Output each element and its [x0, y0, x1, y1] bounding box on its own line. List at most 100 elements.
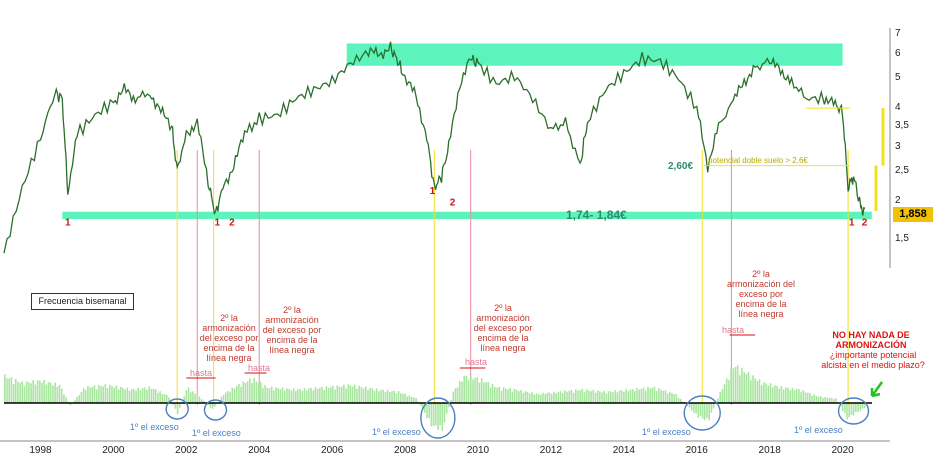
osc-bar [544, 394, 546, 403]
double-bottom-label: potencial doble suelo > 2,6€ [708, 156, 808, 165]
osc-bar [367, 390, 369, 403]
osc-bar [58, 384, 61, 403]
osc-bar [623, 391, 625, 403]
osc-bar [80, 392, 83, 403]
osc-bar [67, 401, 69, 403]
osc-bar [249, 378, 251, 403]
annotation-first-excess-3: 1º el exceso [372, 427, 421, 437]
osc-bar [666, 393, 669, 403]
osc-bar [273, 390, 275, 403]
osc-bar [830, 397, 833, 403]
annotation-second-harm-3: 2º la armonización del exceso por encima… [473, 303, 533, 353]
osc-bar [585, 389, 588, 403]
osc-bar [63, 394, 65, 403]
osc-bar [647, 386, 649, 403]
osc-bar [69, 403, 72, 406]
osc-bar [321, 386, 323, 403]
osc-bar [49, 382, 52, 403]
osc-bar [579, 390, 581, 403]
osc-bar [102, 386, 104, 403]
osc-bar [194, 393, 196, 403]
annotation-second-harm-2: 2º la armonización del exceso por encima… [262, 305, 322, 355]
osc-bar [520, 389, 522, 403]
osc-bar [157, 392, 159, 403]
x-tick-label: 2012 [539, 445, 563, 456]
osc-bar [610, 391, 612, 403]
osc-bar [708, 403, 710, 421]
osc-bar [754, 378, 756, 403]
osc-bar [183, 396, 185, 403]
osc-bar [314, 387, 317, 403]
osc-bar [701, 403, 704, 419]
osc-bar [771, 387, 774, 403]
osc-bar [671, 393, 673, 403]
osc-bar [712, 403, 715, 409]
osc-bar [312, 390, 315, 403]
marker-3: 1 [430, 186, 436, 197]
osc-bar [225, 392, 227, 403]
y-tick-label: 3 [895, 140, 901, 152]
osc-bar [389, 392, 391, 403]
osc-bar [500, 390, 503, 403]
osc-bar [542, 392, 544, 403]
osc-bar [39, 380, 41, 403]
x-tick-label: 2004 [248, 445, 271, 456]
osc-bar [828, 398, 831, 403]
annotation-hasta-4: hasta [722, 325, 745, 335]
excess-circle-2 [420, 397, 456, 439]
osc-bar [130, 389, 133, 403]
osc-bar [281, 387, 284, 403]
marker-1: 1 [215, 217, 221, 228]
osc-bar [494, 387, 496, 403]
annotation-first-excess-2: 1º el exceso [192, 428, 241, 438]
osc-bar [564, 390, 566, 403]
osc-bar [660, 390, 662, 403]
osc-bar [200, 399, 203, 403]
osc-bar [697, 403, 700, 418]
osc-bar [822, 398, 824, 403]
y-tick-label: 5 [895, 72, 901, 84]
osc-bar [747, 372, 750, 403]
annotation-first-excess-4: 1º el exceso [642, 427, 691, 437]
osc-bar [349, 385, 352, 403]
osc-bar [430, 403, 433, 427]
osc-bar [645, 390, 647, 403]
osc-bar [498, 386, 500, 403]
osc-bar [432, 403, 435, 426]
osc-bar [82, 388, 85, 403]
osc-bar [286, 388, 288, 403]
osc-bar [559, 391, 562, 403]
osc-bar [323, 390, 325, 403]
misc-marks [0, 28, 891, 442]
osc-bar [214, 403, 216, 407]
osc-bar [152, 388, 155, 403]
osc-bar [187, 387, 190, 403]
annotation-second-harm-4: 2º la armonización del exceso por encima… [726, 269, 796, 319]
osc-bar [168, 397, 170, 403]
annotation-no-harm-question: ¿importante potencial alcista en el medi… [821, 350, 925, 370]
osc-bar [758, 379, 761, 403]
osc-bar [463, 375, 465, 403]
osc-bar [327, 387, 330, 403]
osc-bar [284, 390, 286, 403]
osc-bar [292, 388, 295, 403]
osc-bar [706, 403, 708, 419]
osc-bar [601, 392, 603, 403]
osc-bar [846, 403, 848, 420]
osc-bar [592, 389, 595, 403]
excess-circle-3 [683, 395, 721, 431]
x-tick-label: 1998 [29, 445, 52, 456]
osc-bar [303, 387, 306, 403]
osc-bar [456, 387, 459, 403]
osc-bar [480, 378, 483, 403]
osc-bar [354, 384, 356, 403]
osc-bar [251, 383, 253, 403]
osc-bar [119, 386, 122, 403]
osc-bar [410, 397, 413, 403]
osc-bar [570, 389, 573, 403]
osc-bar [588, 390, 590, 403]
osc-bar [179, 403, 181, 408]
osc-bar [343, 384, 345, 403]
osc-bar [257, 382, 260, 403]
